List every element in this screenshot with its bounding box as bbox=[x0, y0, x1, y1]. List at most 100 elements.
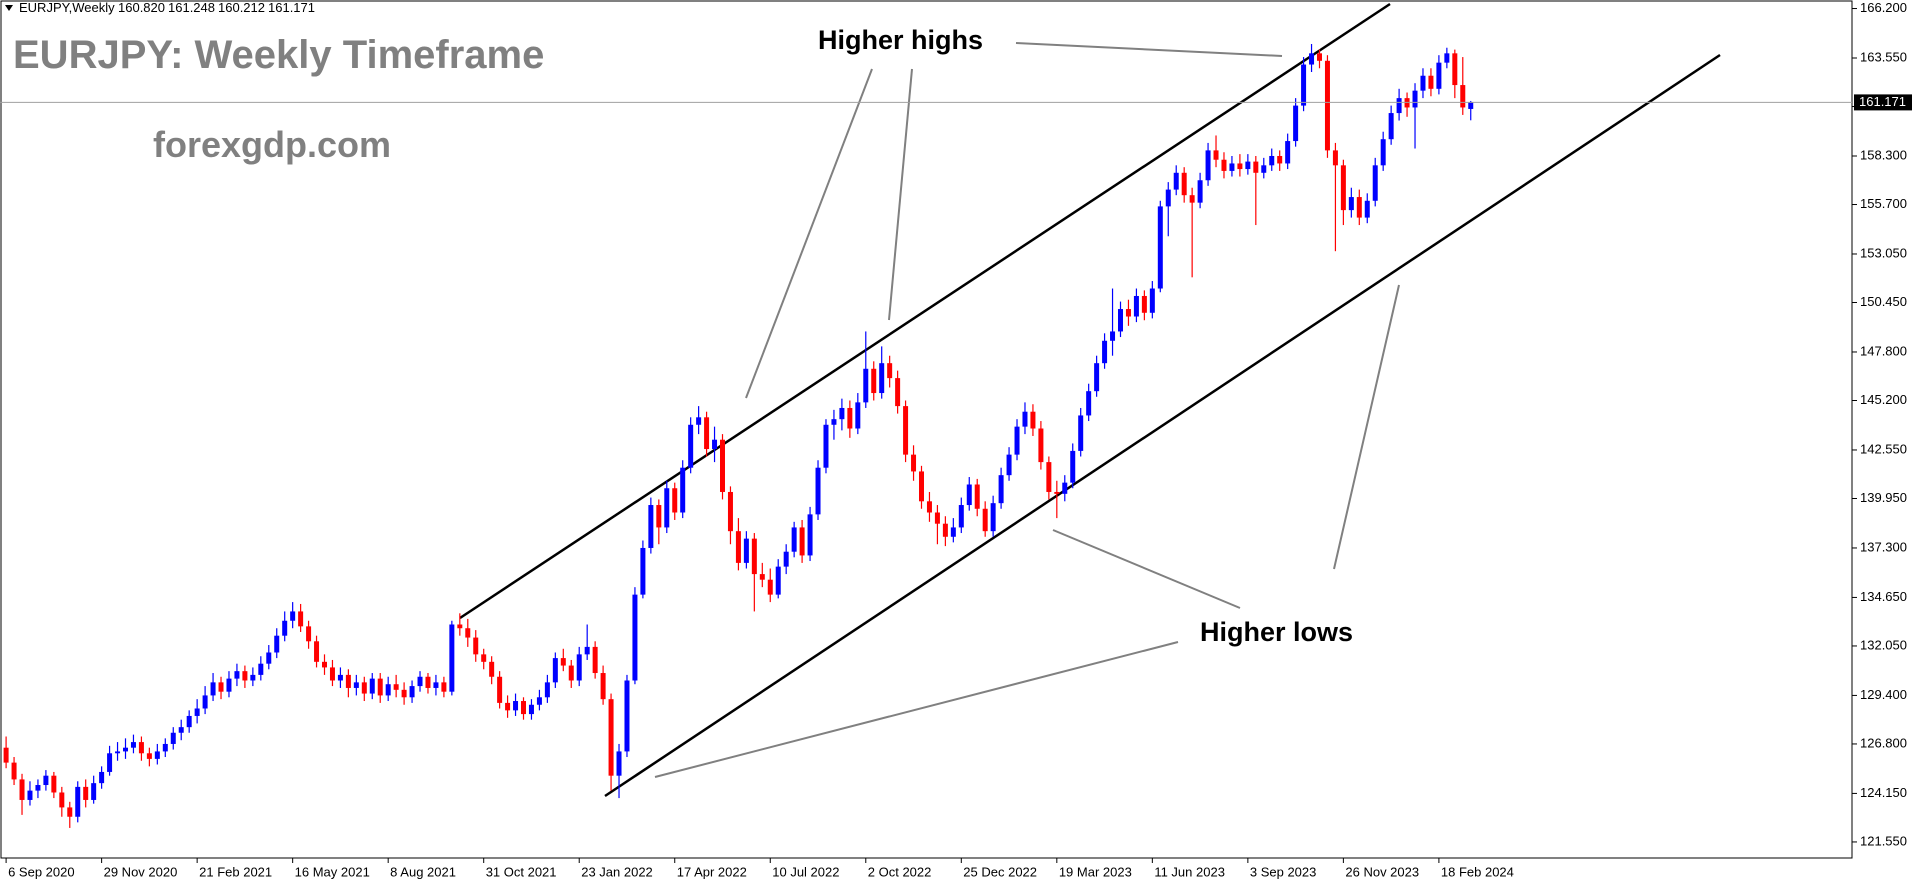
candle-body bbox=[895, 378, 901, 407]
annotation-pointer bbox=[1052, 529, 1241, 609]
candle-body bbox=[1309, 53, 1315, 65]
candle-body bbox=[473, 637, 479, 655]
candle-body bbox=[1332, 150, 1338, 166]
candle-body bbox=[727, 491, 733, 532]
candle-body bbox=[1125, 309, 1131, 317]
candle-body bbox=[536, 697, 542, 705]
candle-body bbox=[51, 775, 57, 793]
candle-body bbox=[1173, 172, 1179, 190]
candle-body bbox=[855, 402, 861, 429]
candle-body bbox=[1205, 150, 1211, 181]
y-tick-label: 129.400 bbox=[1860, 687, 1907, 702]
chart-title: EURJPY: Weekly Timeframe bbox=[13, 33, 544, 77]
x-tick-label: 6 Sep 2020 bbox=[8, 864, 75, 879]
candle-body bbox=[1149, 288, 1155, 313]
candle-body bbox=[1356, 197, 1362, 218]
candle-body bbox=[1460, 85, 1466, 108]
header-high: 161.248 bbox=[168, 0, 215, 15]
candle-body bbox=[735, 531, 741, 563]
candle-body bbox=[759, 574, 765, 580]
candle-body bbox=[568, 665, 574, 681]
candle-body bbox=[1221, 159, 1227, 171]
candle-body bbox=[704, 417, 710, 450]
candle-body bbox=[640, 547, 646, 595]
candle-body bbox=[696, 417, 702, 425]
candle-body bbox=[1006, 454, 1012, 476]
candle-body bbox=[616, 751, 622, 776]
y-tick-label: 163.550 bbox=[1860, 49, 1907, 64]
candle-body bbox=[871, 368, 877, 394]
candle-body bbox=[552, 658, 558, 683]
candle-body bbox=[1054, 491, 1060, 494]
candle-body bbox=[767, 579, 773, 595]
candle-body bbox=[791, 527, 797, 552]
candle-body bbox=[322, 661, 327, 668]
candle-body bbox=[1285, 141, 1291, 164]
candle-body bbox=[847, 407, 853, 429]
lower-channel-line bbox=[604, 53, 1721, 798]
candle-body bbox=[513, 701, 519, 711]
candle-body bbox=[250, 674, 256, 681]
candle-body bbox=[1102, 340, 1108, 364]
header-close: 161.171 bbox=[268, 0, 315, 15]
candle-body bbox=[1213, 150, 1219, 160]
candle-body bbox=[839, 407, 845, 420]
candle-body bbox=[3, 747, 9, 763]
candle-body bbox=[146, 753, 152, 759]
watermark: forexgdp.com bbox=[153, 124, 391, 165]
candle-body bbox=[369, 678, 375, 694]
annotation: Higher highs bbox=[818, 25, 983, 55]
candle-body bbox=[306, 626, 312, 642]
candle-body bbox=[1133, 295, 1139, 317]
candle-body bbox=[751, 538, 757, 575]
candle-body bbox=[353, 682, 359, 688]
candle-body bbox=[186, 715, 192, 728]
candle-body bbox=[823, 424, 829, 468]
candle-body bbox=[1468, 102, 1474, 109]
x-tick-label: 16 May 2021 bbox=[295, 864, 370, 879]
candle-body bbox=[1189, 195, 1195, 203]
candle-body bbox=[1078, 415, 1084, 451]
candle-body bbox=[43, 775, 49, 786]
candle-body bbox=[807, 514, 813, 556]
candle-body bbox=[1118, 309, 1123, 332]
x-tick-label: 23 Jan 2022 bbox=[581, 864, 653, 879]
candle-body bbox=[1452, 53, 1458, 86]
candle-body bbox=[680, 467, 686, 513]
candle-body bbox=[1229, 163, 1235, 171]
candle-body bbox=[83, 786, 89, 800]
candle-body bbox=[887, 363, 893, 379]
candle-body bbox=[178, 727, 184, 733]
candle-body bbox=[600, 673, 606, 700]
candle-body bbox=[1348, 197, 1354, 211]
candle-body bbox=[1364, 200, 1370, 218]
y-tick-label: 137.300 bbox=[1860, 539, 1907, 554]
candle-body bbox=[664, 488, 670, 528]
candle-body bbox=[107, 753, 113, 772]
candle-body bbox=[1046, 462, 1052, 492]
annotation-pointer bbox=[654, 641, 1179, 778]
x-tick-label: 21 Feb 2021 bbox=[199, 864, 272, 879]
y-tick-label: 132.050 bbox=[1860, 637, 1907, 652]
y-tick-label: 147.800 bbox=[1860, 343, 1907, 358]
candle-body bbox=[831, 419, 837, 425]
candle-body bbox=[481, 654, 487, 662]
candle-body bbox=[1317, 53, 1322, 61]
candle-body bbox=[59, 792, 65, 808]
candle-body bbox=[576, 654, 582, 681]
candle-body bbox=[998, 475, 1004, 504]
candle-body bbox=[154, 751, 160, 759]
candle-body bbox=[35, 785, 41, 791]
candle-body bbox=[1420, 75, 1426, 91]
candle-body bbox=[950, 527, 956, 537]
candle-body bbox=[1324, 60, 1330, 151]
candle-body bbox=[974, 484, 980, 509]
candle-body bbox=[162, 743, 168, 752]
candle-body bbox=[1086, 391, 1092, 416]
x-tick-label: 3 Sep 2023 bbox=[1250, 864, 1317, 879]
candle-body bbox=[266, 652, 272, 664]
candle-body bbox=[799, 527, 805, 556]
x-tick-label: 19 Mar 2023 bbox=[1059, 864, 1132, 879]
candle-body bbox=[170, 732, 176, 744]
